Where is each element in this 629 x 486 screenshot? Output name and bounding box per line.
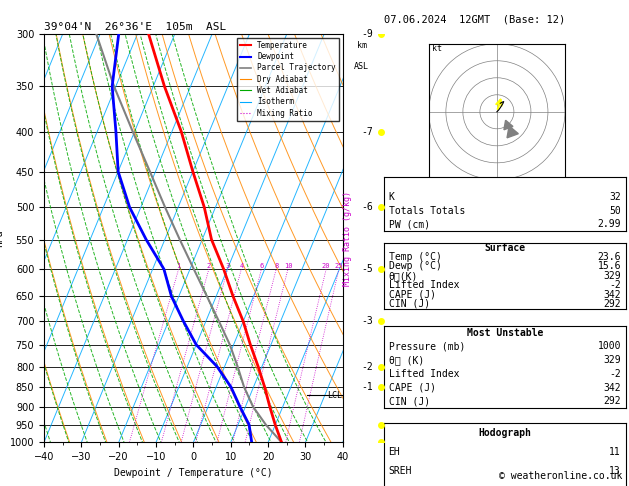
Text: 2: 2 xyxy=(207,263,211,269)
Text: 39°04'N  26°36'E  105m  ASL: 39°04'N 26°36'E 105m ASL xyxy=(44,22,226,32)
Text: K: K xyxy=(389,192,394,203)
Text: 07.06.2024  12GMT  (Base: 12): 07.06.2024 12GMT (Base: 12) xyxy=(384,15,565,25)
Text: 292: 292 xyxy=(603,299,621,309)
Text: CIN (J): CIN (J) xyxy=(389,397,430,406)
Text: 1000: 1000 xyxy=(598,341,621,351)
Text: -9: -9 xyxy=(362,29,374,39)
Text: 6: 6 xyxy=(259,263,264,269)
Text: 15.6: 15.6 xyxy=(598,261,621,272)
Text: -2: -2 xyxy=(610,280,621,290)
Text: 1: 1 xyxy=(177,263,181,269)
Text: 10: 10 xyxy=(284,263,292,269)
Text: 50: 50 xyxy=(610,206,621,216)
Text: SREH: SREH xyxy=(389,467,412,476)
Text: EH: EH xyxy=(389,447,400,457)
X-axis label: Dewpoint / Temperature (°C): Dewpoint / Temperature (°C) xyxy=(114,468,273,478)
Text: © weatheronline.co.uk: © weatheronline.co.uk xyxy=(499,471,623,481)
Text: 13: 13 xyxy=(610,467,621,476)
Text: θᴇ(K): θᴇ(K) xyxy=(389,271,418,281)
Text: 329: 329 xyxy=(603,271,621,281)
Text: Surface: Surface xyxy=(484,243,525,253)
Text: 32: 32 xyxy=(610,192,621,203)
Text: -2: -2 xyxy=(362,362,374,372)
Text: 2.99: 2.99 xyxy=(598,219,621,229)
Text: km: km xyxy=(357,41,367,50)
Text: 342: 342 xyxy=(603,290,621,299)
Text: Dewp (°C): Dewp (°C) xyxy=(389,261,442,272)
Text: Pressure (mb): Pressure (mb) xyxy=(389,341,465,351)
Text: CIN (J): CIN (J) xyxy=(389,299,430,309)
Text: ASL: ASL xyxy=(354,62,369,71)
Text: CAPE (J): CAPE (J) xyxy=(389,382,435,393)
Text: -6: -6 xyxy=(362,202,374,212)
Text: 329: 329 xyxy=(603,355,621,365)
Text: 11: 11 xyxy=(610,447,621,457)
Text: -2: -2 xyxy=(610,369,621,379)
Text: 8: 8 xyxy=(274,263,279,269)
Text: 4: 4 xyxy=(239,263,243,269)
Text: kt: kt xyxy=(432,44,442,52)
Text: 342: 342 xyxy=(603,382,621,393)
Text: -5: -5 xyxy=(362,264,374,274)
Text: Lifted Index: Lifted Index xyxy=(389,369,459,379)
Text: -3: -3 xyxy=(362,316,374,326)
Legend: Temperature, Dewpoint, Parcel Trajectory, Dry Adiabat, Wet Adiabat, Isotherm, Mi: Temperature, Dewpoint, Parcel Trajectory… xyxy=(237,38,339,121)
Text: Most Unstable: Most Unstable xyxy=(467,328,543,337)
Text: -1: -1 xyxy=(362,382,374,392)
Text: 25: 25 xyxy=(335,263,343,269)
Text: Totals Totals: Totals Totals xyxy=(389,206,465,216)
Text: 20: 20 xyxy=(322,263,330,269)
Text: 292: 292 xyxy=(603,397,621,406)
Text: Mixing Ratio (g/kg): Mixing Ratio (g/kg) xyxy=(343,191,352,286)
Text: Temp (°C): Temp (°C) xyxy=(389,252,442,262)
Text: Lifted Index: Lifted Index xyxy=(389,280,459,290)
Text: 3: 3 xyxy=(225,263,230,269)
Text: LCL: LCL xyxy=(326,391,342,399)
Text: θᴇ (K): θᴇ (K) xyxy=(389,355,424,365)
Text: 23.6: 23.6 xyxy=(598,252,621,262)
Text: Hodograph: Hodograph xyxy=(478,428,532,437)
Text: CAPE (J): CAPE (J) xyxy=(389,290,435,299)
Text: -7: -7 xyxy=(362,126,374,137)
Text: PW (cm): PW (cm) xyxy=(389,219,430,229)
Y-axis label: hPa: hPa xyxy=(0,229,4,247)
